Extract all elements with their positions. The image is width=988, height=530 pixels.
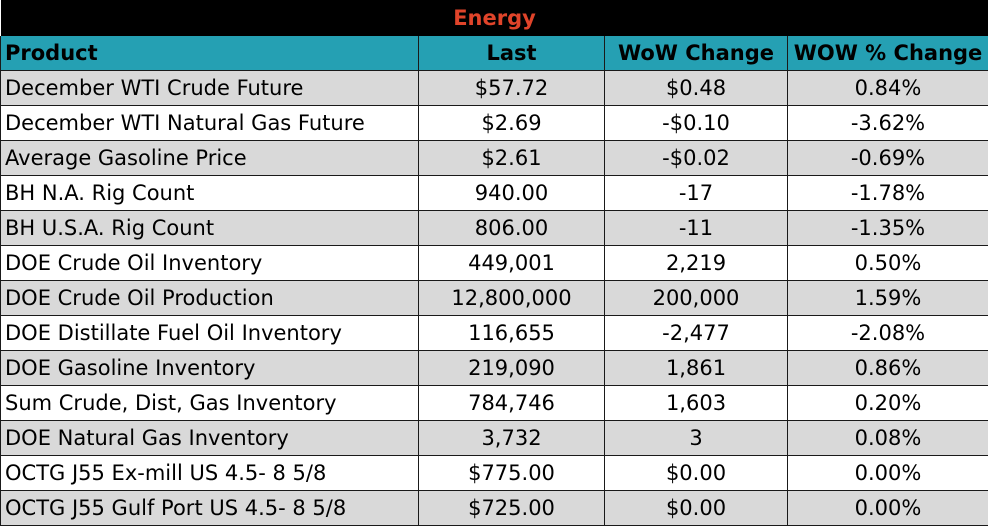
last-cell: 219,090: [418, 350, 605, 386]
wow-change-cell: $0.00: [604, 455, 788, 491]
product-cell: DOE Crude Oil Production: [0, 280, 419, 316]
wow-pct-change-cell: -3.62%: [787, 105, 988, 141]
wow-change-cell: 3: [604, 420, 788, 456]
table-title: Energy: [0, 0, 988, 36]
wow-change-cell: 1,603: [604, 385, 788, 421]
wow-pct-change-cell: 0.84%: [787, 70, 988, 106]
wow-change-cell: $0.00: [604, 490, 788, 526]
last-cell: $775.00: [418, 455, 605, 491]
wow-change-cell: -2,477: [604, 315, 788, 351]
table-row: Average Gasoline Price $2.61 -$0.02 -0.69%: [0, 140, 988, 176]
product-cell: DOE Natural Gas Inventory: [0, 420, 419, 456]
product-cell: OCTG J55 Ex-mill US 4.5- 8 5/8: [0, 455, 419, 491]
table-row: DOE Crude Oil Production 12,800,000 200,00…: [0, 280, 988, 316]
wow-change-cell: -11: [604, 210, 788, 246]
wow-change-cell: -$0.02: [604, 140, 788, 176]
table-row: DOE Crude Oil Inventory 449,001 2,219 0.50%: [0, 245, 988, 281]
column-header-product: Product: [0, 36, 419, 71]
wow-pct-change-cell: -0.69%: [787, 140, 988, 176]
table-row: OCTG J55 Ex-mill US 4.5- 8 5/8 $775.00 $0.…: [0, 455, 988, 491]
wow-pct-change-cell: -1.35%: [787, 210, 988, 246]
product-cell: Sum Crude, Dist, Gas Inventory: [0, 385, 419, 421]
last-cell: 3,732: [418, 420, 605, 456]
table-row: BH N.A. Rig Count 940.00 -17 -1.78%: [0, 175, 988, 211]
product-cell: DOE Distillate Fuel Oil Inventory: [0, 315, 419, 351]
table-row: DOE Gasoline Inventory 219,090 1,861 0.86%: [0, 350, 988, 386]
table-title-row: Energy: [0, 0, 988, 36]
wow-pct-change-cell: 0.86%: [787, 350, 988, 386]
wow-change-cell: $0.48: [604, 70, 788, 106]
product-cell: OCTG J55 Gulf Port US 4.5- 8 5/8: [0, 490, 419, 526]
table-row: DOE Natural Gas Inventory 3,732 3 0.08%: [0, 420, 988, 456]
last-cell: 116,655: [418, 315, 605, 351]
table-row: December WTI Crude Future $57.72 $0.48 0.84…: [0, 70, 988, 106]
wow-change-cell: 1,861: [604, 350, 788, 386]
wow-change-cell: -17: [604, 175, 788, 211]
product-cell: December WTI Crude Future: [0, 70, 419, 106]
last-cell: $57.72: [418, 70, 605, 106]
table-row: Sum Crude, Dist, Gas Inventory 784,746 1,6…: [0, 385, 988, 421]
last-cell: 784,746: [418, 385, 605, 421]
wow-pct-change-cell: 0.00%: [787, 490, 988, 526]
product-cell: BH U.S.A. Rig Count: [0, 210, 419, 246]
product-cell: Average Gasoline Price: [0, 140, 419, 176]
wow-pct-change-cell: 0.20%: [787, 385, 988, 421]
table-row: OCTG J55 Gulf Port US 4.5- 8 5/8 $725.00 $…: [0, 490, 988, 526]
wow-change-cell: 200,000: [604, 280, 788, 316]
product-cell: DOE Crude Oil Inventory: [0, 245, 419, 281]
header-row: Product Last WoW Change WOW % Change: [0, 36, 988, 71]
wow-pct-change-cell: -2.08%: [787, 315, 988, 351]
wow-pct-change-cell: 0.00%: [787, 455, 988, 491]
wow-pct-change-cell: 0.50%: [787, 245, 988, 281]
column-header-wow-pct-change: WOW % Change: [787, 36, 988, 71]
last-cell: $2.61: [418, 140, 605, 176]
wow-change-cell: -$0.10: [604, 105, 788, 141]
column-header-last: Last: [418, 36, 605, 71]
table-row: December WTI Natural Gas Future $2.69 -$0.…: [0, 105, 988, 141]
product-cell: BH N.A. Rig Count: [0, 175, 419, 211]
column-header-wow-change: WoW Change: [604, 36, 788, 71]
last-cell: 12,800,000: [418, 280, 605, 316]
wow-pct-change-cell: 1.59%: [787, 280, 988, 316]
last-cell: 940.00: [418, 175, 605, 211]
last-cell: $2.69: [418, 105, 605, 141]
table-row: BH U.S.A. Rig Count 806.00 -11 -1.35%: [0, 210, 988, 246]
table-row: DOE Distillate Fuel Oil Inventory 116,655…: [0, 315, 988, 351]
wow-pct-change-cell: -1.78%: [787, 175, 988, 211]
wow-change-cell: 2,219: [604, 245, 788, 281]
wow-pct-change-cell: 0.08%: [787, 420, 988, 456]
last-cell: $725.00: [418, 490, 605, 526]
last-cell: 449,001: [418, 245, 605, 281]
product-cell: December WTI Natural Gas Future: [0, 105, 419, 141]
last-cell: 806.00: [418, 210, 605, 246]
product-cell: DOE Gasoline Inventory: [0, 350, 419, 386]
